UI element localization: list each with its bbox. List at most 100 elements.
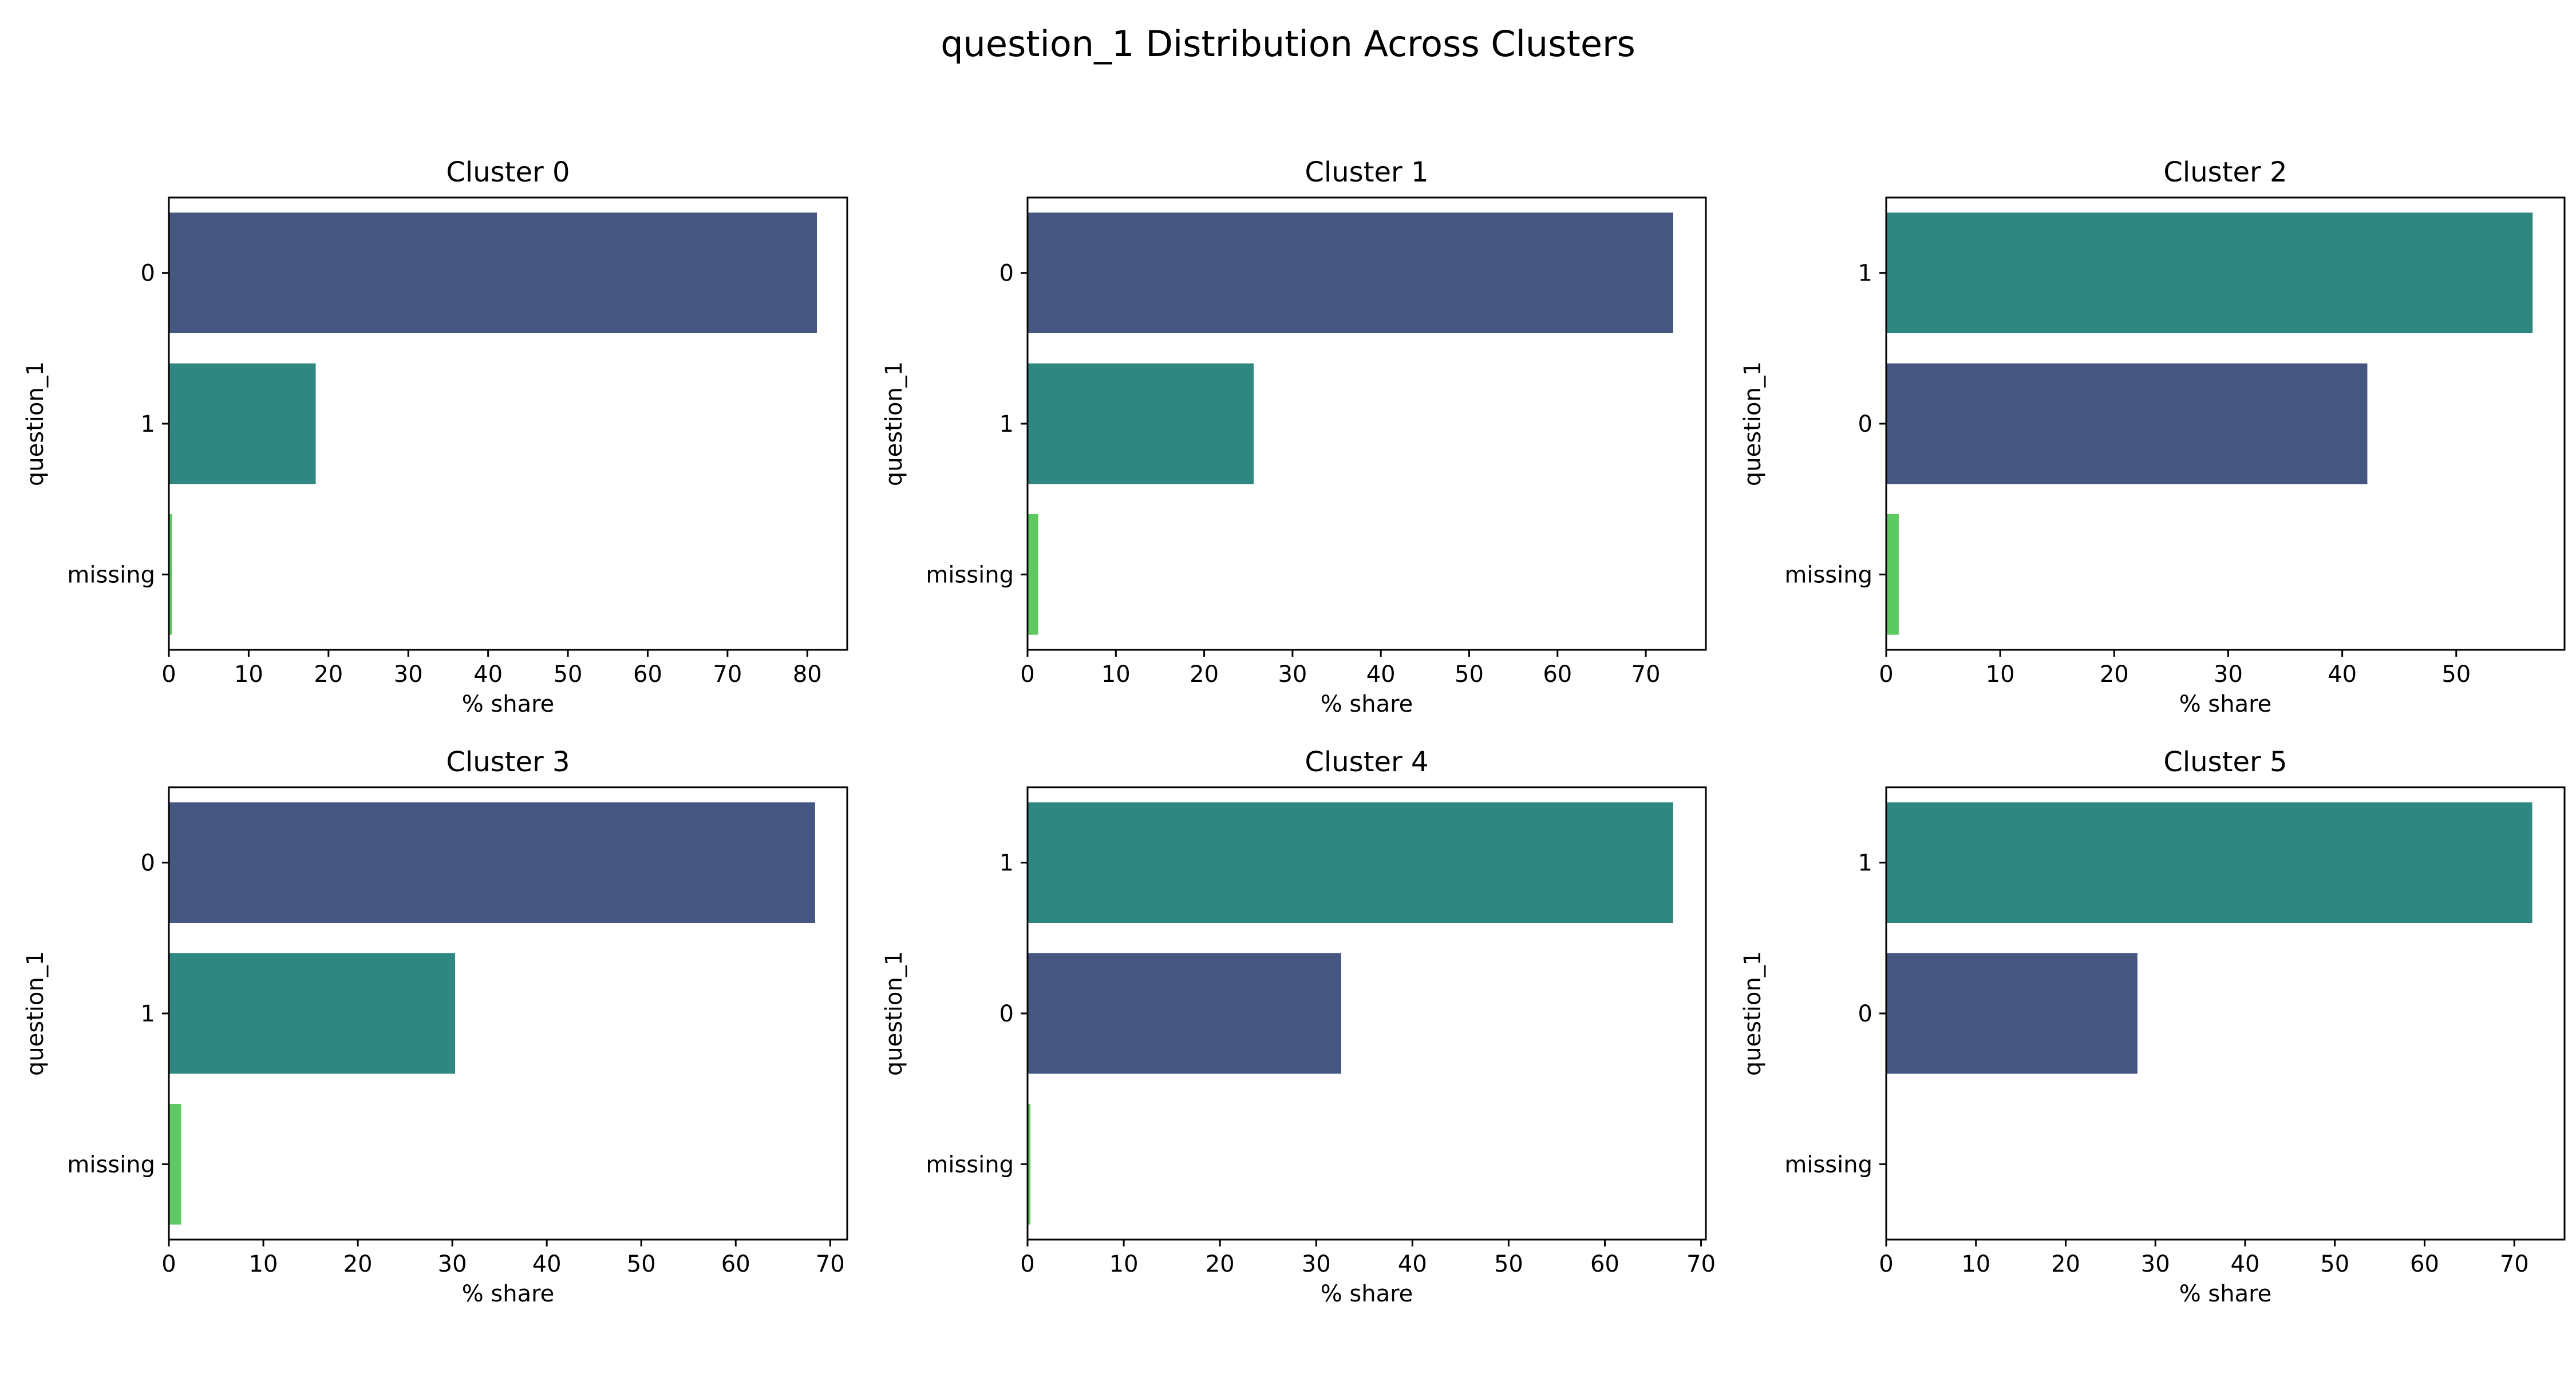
x-tick-label: 50 [627,1251,656,1277]
x-tick-label: 10 [234,661,263,688]
x-tick-label: 70 [816,1251,845,1277]
x-tick-label: 0 [161,1251,176,1277]
x-tick-label: 60 [1590,1251,1619,1277]
x-tick-label: 0 [1879,661,1893,688]
y-axis-label: question_1 [1740,951,1766,1076]
y-tick-label: 0 [141,850,155,877]
y-tick-label: 1 [999,850,1014,877]
bar-1 [169,363,316,484]
x-tick-label: 60 [2410,1251,2439,1277]
y-tick-label: 1 [999,411,1014,437]
axes-frame [168,196,848,651]
x-tick-label: 30 [2141,1251,2170,1277]
x-tick-label: 20 [1206,1251,1235,1277]
x-tick-label: 70 [713,661,742,688]
x-tick-label: 10 [1101,661,1131,688]
x-tick-label: 50 [2441,661,2471,688]
x-tick-label: 60 [1543,661,1572,688]
bar-0 [1886,953,2138,1074]
y-tick-label: 0 [141,261,155,287]
figure-title: question_1 Distribution Across Clusters [941,23,1635,65]
x-tick-label: 10 [249,1251,278,1277]
panel-title: Cluster 3 [446,746,570,778]
panel-title: Cluster 5 [2163,746,2287,778]
bar-0 [1028,953,1341,1074]
x-tick-label: 70 [1686,1251,1716,1277]
x-tick-label: 40 [1366,661,1396,688]
y-tick-label: missing [67,562,155,588]
x-tick-label: 70 [1631,661,1661,688]
x-tick-label: 10 [1986,661,2015,688]
y-tick-label: missing [926,562,1014,588]
y-axis-label: question_1 [22,951,49,1076]
x-tick-label: 50 [1455,661,1484,688]
x-tick-label: 30 [2214,661,2243,688]
x-tick-label: 40 [532,1251,562,1277]
x-tick-label: 20 [343,1251,373,1277]
bar-missing [1028,1104,1031,1225]
bar-0 [1886,363,2368,484]
y-tick-label: 1 [141,411,155,437]
x-tick-label: 50 [2320,1251,2349,1277]
x-axis-label: % share [1321,1281,1413,1307]
y-tick-label: missing [926,1151,1014,1178]
axes-frame [1026,786,1707,1241]
bar-missing [1028,514,1038,635]
panel-title: Cluster 2 [2163,156,2287,188]
panel-title: Cluster 0 [446,156,570,188]
x-tick-label: 20 [2100,661,2129,688]
x-tick-label: 40 [2328,661,2357,688]
bar-missing [169,514,172,635]
panel-cluster-1: Cluster 1 0 1 missing 0 10 20 30 40 50 60 70 % share… [881,156,1707,717]
bar-0 [1028,212,1673,333]
x-tick-label: 0 [1879,1251,1893,1277]
y-tick-label: 1 [1858,261,1872,287]
bar-1 [1886,212,2533,333]
y-tick-label: missing [1784,1151,1872,1178]
y-tick-label: missing [1784,562,1872,588]
bar-0 [169,802,815,923]
x-tick-label: 60 [633,661,662,688]
y-tick-label: 0 [1858,411,1872,437]
bar-missing [169,1104,181,1225]
x-tick-label: 50 [1494,1251,1523,1277]
x-tick-label: 20 [2051,1251,2080,1277]
x-tick-label: 0 [1020,661,1034,688]
x-tick-label: 10 [1109,1251,1139,1277]
x-axis-label: % share [2179,1281,2272,1307]
x-tick-label: 20 [1190,661,1219,688]
axes-frame [168,786,848,1241]
axes-frame [1885,786,2566,1241]
bar-0 [169,212,817,333]
x-axis-label: % share [1321,691,1413,717]
y-tick-label: missing [67,1151,155,1178]
panel-title: Cluster 1 [1305,156,1428,188]
x-tick-label: 80 [793,661,822,688]
x-tick-label: 30 [394,661,423,688]
x-axis-label: % share [2179,691,2272,717]
x-tick-label: 50 [554,661,583,688]
panel-cluster-3: Cluster 3 0 1 missing 0 10 20 30 40 50 60 70 % share… [22,746,848,1307]
y-tick-label: 0 [999,1001,1014,1027]
panel-cluster-0: Cluster 0 0 1 missing 0 10 20 30 40 50 60 70 80 % sha… [22,156,848,717]
y-axis-label: question_1 [22,361,49,486]
x-tick-label: 60 [721,1251,750,1277]
x-tick-label: 30 [1302,1251,1331,1277]
x-tick-label: 10 [1961,1251,1990,1277]
y-tick-label: 1 [1858,850,1872,877]
x-tick-label: 0 [1020,1251,1034,1277]
x-tick-label: 40 [473,661,503,688]
y-tick-label: 1 [141,1001,155,1027]
y-axis-label: question_1 [881,951,907,1076]
x-tick-label: 70 [2500,1251,2529,1277]
x-tick-label: 40 [1398,1251,1427,1277]
bar-1 [1028,363,1254,484]
x-tick-label: 40 [2231,1251,2260,1277]
bar-missing [1886,514,1899,635]
